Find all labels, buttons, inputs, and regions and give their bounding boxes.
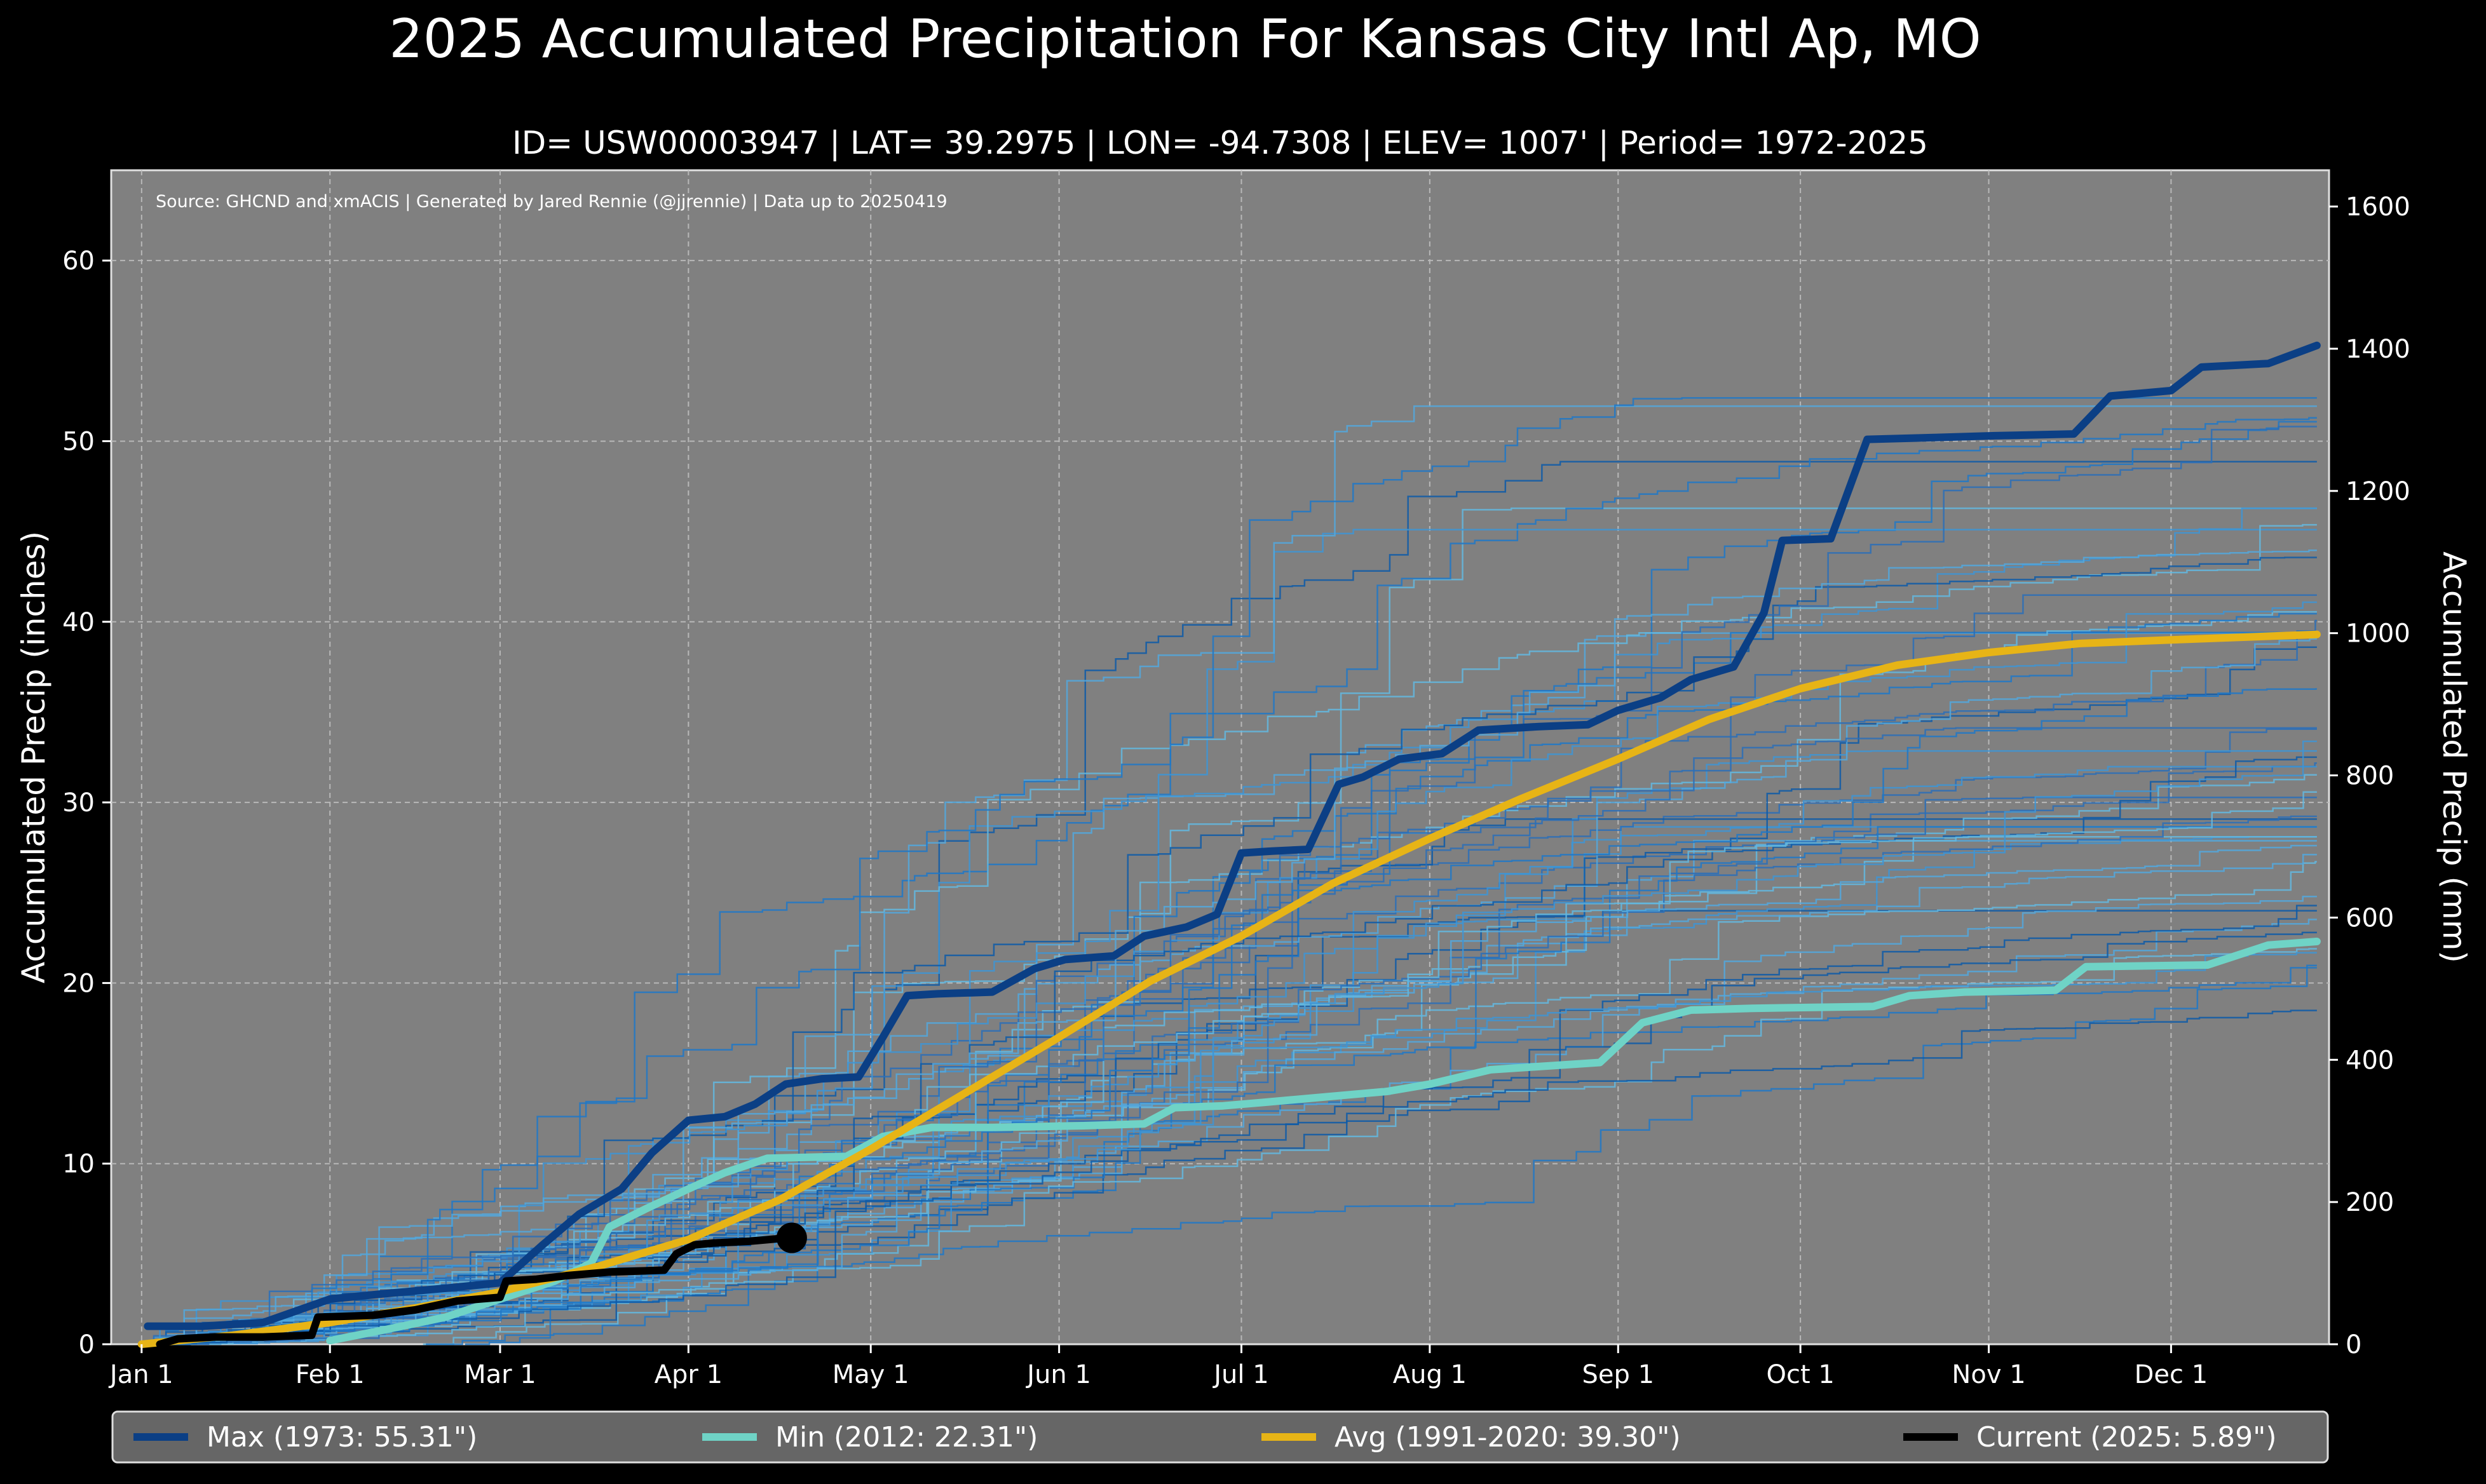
year-line — [141, 931, 2317, 1346]
legend-box — [111, 1410, 2329, 1464]
source-note: Source: GHCND and xmACIS | Generated by … — [156, 192, 948, 212]
y-tick-label: 10 — [62, 1150, 95, 1179]
y-axis-right-label: Accumulated Precip (mm) — [2436, 551, 2473, 963]
year-line — [141, 791, 2317, 1346]
y-right-tick-label: 0 — [2346, 1330, 2361, 1359]
year-line — [141, 417, 2317, 1346]
year-line — [141, 952, 2317, 1346]
y-right-tick-label: 1400 — [2346, 335, 2410, 364]
current-marker — [776, 1222, 807, 1253]
year-line — [426, 964, 2317, 1346]
y-right-tick-label: 200 — [2346, 1188, 2394, 1217]
x-tick-label: Apr 1 — [655, 1360, 723, 1389]
y-axis-right: 0 200 400 600 800 1000 1200 1400 1600 — [2329, 192, 2410, 1359]
x-tick-label: May 1 — [832, 1360, 909, 1389]
y-right-tick-label: 800 — [2346, 762, 2394, 791]
legend-label: Min (2012: 22.31") — [775, 1421, 1038, 1454]
year-line — [141, 631, 2317, 1346]
historical-years-lines — [141, 397, 2317, 1346]
y-right-tick-label: 400 — [2346, 1046, 2394, 1075]
year-line — [141, 688, 2317, 1346]
year-line — [141, 1009, 2317, 1346]
min-series-line — [326, 938, 2321, 1345]
y-tick-label: 60 — [62, 246, 95, 276]
highlight-series-lines — [137, 341, 2321, 1348]
year-line — [423, 774, 2317, 1346]
year-line — [141, 405, 2317, 1346]
year-line — [141, 740, 2317, 1346]
y-tick-label: 50 — [62, 427, 95, 456]
year-line — [141, 948, 2317, 1346]
current-series-line — [156, 1234, 796, 1348]
x-axis: Jan 1 Feb 1 Mar 1 Apr 1 May 1 Jun 1 Jul 1 Aug 1… — [108, 1344, 2208, 1389]
x-tick-label: Jan 1 — [108, 1360, 173, 1389]
y-right-tick-label: 600 — [2346, 903, 2394, 933]
x-tick-label: Feb 1 — [295, 1360, 365, 1389]
x-tick-label: Mar 1 — [464, 1360, 536, 1389]
x-tick-label: Sep 1 — [1582, 1360, 1655, 1389]
y-tick-label: 40 — [62, 608, 95, 637]
year-line — [465, 826, 2317, 1346]
x-tick-label: Jun 1 — [1025, 1360, 1091, 1389]
max-series-line — [144, 341, 2321, 1330]
y-tick-label: 30 — [62, 788, 95, 818]
x-tick-label: Nov 1 — [1952, 1360, 2025, 1389]
legend-label: Current (2025: 5.89") — [1976, 1421, 2277, 1454]
year-line — [141, 844, 2317, 1346]
x-tick-label: Jul 1 — [1212, 1360, 1268, 1389]
y-right-tick-label: 1000 — [2346, 619, 2410, 649]
x-tick-label: Aug 1 — [1393, 1360, 1467, 1389]
year-line — [141, 397, 2317, 1346]
year-line — [141, 612, 2317, 1346]
chart-title: 2025 Accumulated Precipitation For Kansa… — [389, 8, 1981, 70]
plot-area — [110, 169, 2330, 1346]
y-right-tick-label: 1600 — [2346, 192, 2410, 222]
y-tick-label: 20 — [62, 969, 95, 998]
legend: Max (1973: 55.31") Min (2012: 22.31") Avg … — [133, 1421, 2277, 1454]
legend-label: Avg (1991-2020: 39.30") — [1335, 1421, 1681, 1454]
year-line — [141, 750, 2317, 1346]
year-line — [141, 756, 2317, 1346]
y-tick-label: 0 — [79, 1330, 95, 1359]
station-subtitle: ID= USW00003947 | LAT= 39.2975 | LON= -9… — [512, 125, 1928, 161]
legend-label: Max (1973: 55.31") — [207, 1421, 477, 1454]
x-tick-label: Dec 1 — [2135, 1360, 2208, 1389]
y-right-tick-label: 1200 — [2346, 477, 2410, 506]
year-line — [141, 638, 2317, 1346]
y-axis-left: 0 10 20 30 40 50 60 — [62, 246, 111, 1359]
x-tick-label: Oct 1 — [1766, 1360, 1834, 1389]
y-axis-label: Accumulated Precip (inches) — [15, 531, 52, 983]
